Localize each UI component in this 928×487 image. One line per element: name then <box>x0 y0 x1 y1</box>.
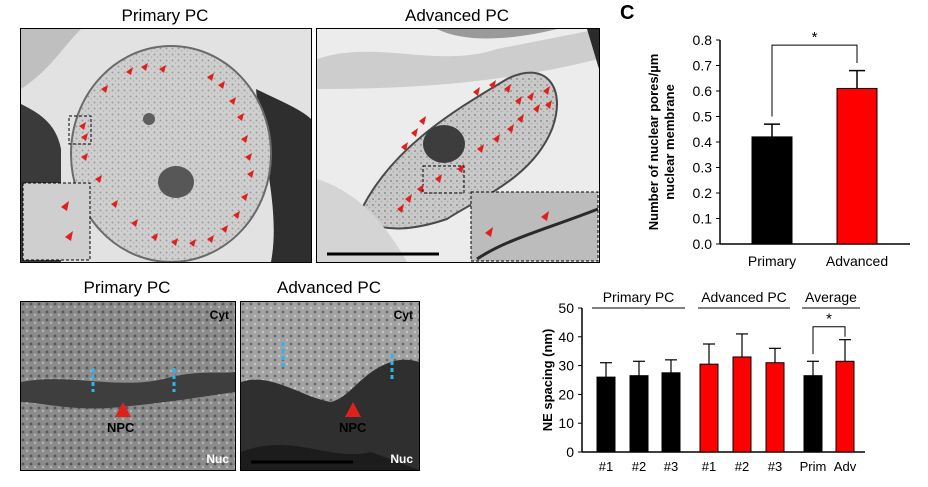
y-tick-label: 0.2 <box>693 185 713 201</box>
x-tick-label: #3 <box>664 459 678 474</box>
y-tick-label: 0.5 <box>693 109 713 125</box>
significance-bracket <box>771 44 858 117</box>
nuclear-pores-chart: 0.0 0.1 0.2 0.3 0.4 0.5 0.6 0.7 0.8 Number of nuc… <box>646 30 910 269</box>
x-tick-label: #1 <box>599 459 613 474</box>
significance-bracket <box>812 326 846 355</box>
bar <box>751 136 793 245</box>
group-label: Advanced PC <box>701 289 787 305</box>
bottom-right-title: Advanced PC <box>277 278 381 297</box>
group-label: Primary PC <box>603 289 675 305</box>
bar <box>835 360 855 453</box>
x-tick-label: Adv <box>834 459 857 474</box>
em-zoom-primary-pc: Cyt NPC Nuc <box>20 301 236 471</box>
y-tick-label: 0.0 <box>693 236 713 252</box>
em-image-primary-pc-drawing <box>21 29 311 262</box>
em-zoom-advanced-pc: Cyt NPC Nuc <box>240 301 420 471</box>
y-tick-label: 50 <box>558 300 574 316</box>
bar <box>803 375 823 453</box>
bar <box>661 372 681 453</box>
y-tick-label: 0.6 <box>693 83 713 99</box>
x-tick-label: #2 <box>632 459 646 474</box>
y-tick-label: 0.8 <box>693 32 713 48</box>
y-tick-label: 10 <box>558 415 574 431</box>
npc-label-primary: NPC <box>107 420 135 435</box>
panel-letter: C <box>620 2 635 24</box>
x-tick-label: Prim <box>800 459 827 474</box>
y-tick-label: 0.4 <box>693 134 713 150</box>
top-right-title: Advanced PC <box>405 6 509 25</box>
y-tick-label: 0.7 <box>693 58 713 74</box>
cyt-label-primary: Cyt <box>209 308 229 322</box>
em-image-primary-pc <box>20 28 312 263</box>
bottom-left-title: Primary PC <box>83 278 171 297</box>
bar <box>836 87 878 245</box>
x-tick-label: #1 <box>702 459 716 474</box>
x-tick-label: #2 <box>735 459 749 474</box>
npc-label-advanced: NPC <box>339 420 367 435</box>
x-tick-label: #3 <box>768 459 782 474</box>
x-tick-label: Advanced <box>826 253 888 269</box>
em-zoom-advanced-pc-drawing <box>241 302 419 470</box>
y-tick-label: 0 <box>566 444 574 460</box>
y-tick-label: 30 <box>558 358 574 374</box>
x-tick-label: Primary <box>748 253 796 269</box>
em-image-advanced-pc <box>316 28 600 263</box>
y-axis-label-line1: Number of nuclear pores/µm <box>646 54 661 231</box>
significance-star: * <box>826 311 832 328</box>
bar <box>732 356 752 453</box>
top-left-title: Primary PC <box>121 6 209 25</box>
bar <box>629 375 649 453</box>
y-axis-label: NE spacing (nm) <box>540 329 555 432</box>
em-image-advanced-pc-drawing <box>317 29 599 262</box>
y-axis-label-line2: nuclear membrane <box>662 84 677 200</box>
cyt-label-advanced: Cyt <box>393 308 413 322</box>
bar <box>699 363 719 453</box>
nuc-label-primary: Nuc <box>206 452 229 466</box>
em-zoom-primary-pc-drawing <box>21 302 235 470</box>
bar <box>596 376 616 453</box>
group-label: Average <box>805 289 857 305</box>
y-tick-label: 40 <box>558 329 574 345</box>
significance-star: * <box>812 30 818 46</box>
bar <box>765 362 785 453</box>
y-tick-label: 0.1 <box>693 211 713 227</box>
y-tick-label: 20 <box>558 386 574 402</box>
y-tick-label: 0.3 <box>693 160 713 176</box>
nuc-label-advanced: Nuc <box>390 452 413 466</box>
